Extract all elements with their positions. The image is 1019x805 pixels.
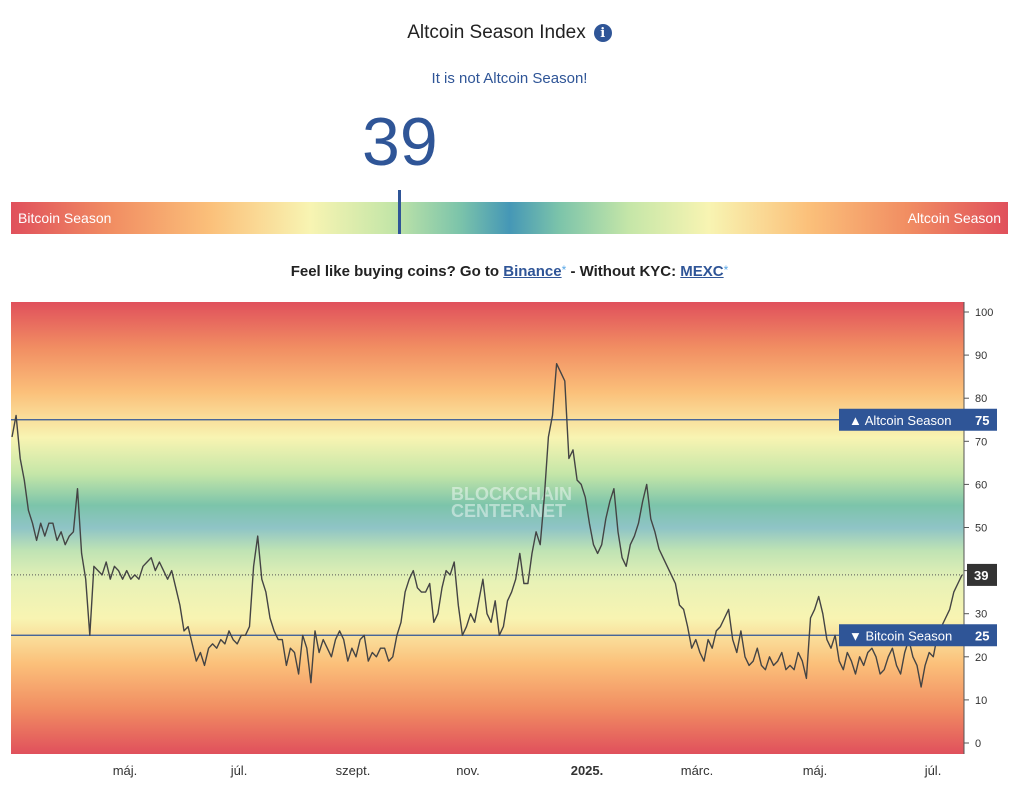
threshold-value-box bbox=[969, 624, 997, 647]
season-gauge: Bitcoin Season Altcoin Season bbox=[11, 202, 1008, 234]
current-value-label: 39 bbox=[974, 568, 988, 583]
x-tick-label: 2025. bbox=[571, 763, 604, 778]
threshold-label: ▼ Bitcoin Season bbox=[849, 628, 952, 643]
threshold-label: ▲ Altcoin Season bbox=[849, 413, 951, 428]
x-tick-label: szept. bbox=[336, 763, 371, 778]
x-tick-label: máj. bbox=[803, 763, 828, 778]
gauge-label-altcoin: Altcoin Season bbox=[907, 210, 1001, 226]
mexc-link[interactable]: MEXC bbox=[680, 263, 724, 280]
threshold-label-box bbox=[839, 624, 969, 647]
y-tick-label: 60 bbox=[975, 479, 987, 491]
y-tick-label: 90 bbox=[975, 350, 987, 362]
y-tick-label: 50 bbox=[975, 523, 987, 535]
threshold-value: 25 bbox=[975, 628, 989, 643]
y-tick-label: 10 bbox=[975, 695, 987, 707]
x-tick-label: júl. bbox=[924, 763, 942, 778]
binance-link[interactable]: Binance bbox=[503, 263, 562, 280]
promo-text-2: - Without KYC: bbox=[570, 263, 677, 280]
mexc-star: * bbox=[723, 263, 729, 277]
y-tick-label: 80 bbox=[975, 393, 987, 405]
y-tick-label: 100 bbox=[975, 307, 993, 319]
info-icon[interactable]: i bbox=[593, 24, 612, 42]
x-tick-label: nov. bbox=[456, 763, 480, 778]
y-tick-label: 30 bbox=[975, 609, 987, 621]
gauge-marker bbox=[398, 190, 402, 234]
index-value: 39 bbox=[362, 104, 438, 180]
watermark-text: CENTER.NET bbox=[451, 501, 566, 521]
header-title-row: Altcoin Season Index i bbox=[0, 22, 1019, 44]
x-tick-label: márc. bbox=[681, 763, 714, 778]
y-tick-label: 70 bbox=[975, 436, 987, 448]
threshold-value: 75 bbox=[975, 413, 989, 428]
gauge-label-bitcoin: Bitcoin Season bbox=[18, 210, 112, 226]
series-line bbox=[11, 363, 963, 688]
promo-text-1: Feel like buying coins? Go to bbox=[290, 263, 500, 280]
x-tick-label: júl. bbox=[230, 763, 248, 778]
x-tick-label: máj. bbox=[113, 763, 138, 778]
chart-background bbox=[11, 302, 964, 754]
season-status: It is not Altcoin Season! bbox=[431, 70, 588, 87]
promo-line: Feel like buying coins? Go to Binance* -… bbox=[0, 263, 1019, 280]
threshold-label-box bbox=[839, 408, 969, 431]
threshold-value-box bbox=[969, 408, 997, 431]
binance-star: * bbox=[561, 263, 567, 277]
page-title: Altcoin Season Index bbox=[407, 22, 586, 43]
y-tick-label: 0 bbox=[975, 738, 981, 750]
y-tick-label: 20 bbox=[975, 652, 987, 664]
current-value-box bbox=[967, 563, 997, 586]
watermark-text: BLOCKCHAIN bbox=[451, 484, 572, 504]
